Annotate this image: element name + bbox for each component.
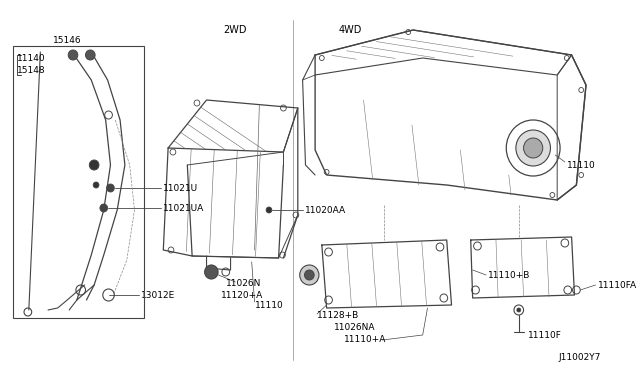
Text: 11128+B: 11128+B [317,311,359,321]
Text: 11021U: 11021U [163,183,198,192]
Text: 11026N: 11026N [226,279,261,289]
Text: 11120+A: 11120+A [221,291,263,299]
Circle shape [90,160,99,170]
Text: 11110+A: 11110+A [344,336,387,344]
Circle shape [517,308,521,312]
Text: 13012E: 13012E [141,291,175,299]
Circle shape [305,270,314,280]
Circle shape [300,265,319,285]
Circle shape [100,204,108,212]
Text: 2WD: 2WD [223,25,247,35]
Text: 11110FA: 11110FA [598,280,637,289]
Text: 15146: 15146 [53,35,81,45]
Text: 4WD: 4WD [339,25,362,35]
Circle shape [205,265,218,279]
Text: 11026NA: 11026NA [334,324,376,333]
Bar [13,46,144,318]
Text: 11140: 11140 [17,54,46,62]
Text: 15148: 15148 [17,65,46,74]
Text: 11021UA: 11021UA [163,203,205,212]
Circle shape [86,50,95,60]
Text: J11002Y7: J11002Y7 [558,353,600,362]
Text: 11110: 11110 [567,160,596,170]
Text: 11110F: 11110F [529,330,563,340]
Circle shape [516,130,550,166]
Text: 11020AA: 11020AA [305,205,346,215]
Circle shape [524,138,543,158]
Text: 11110+B: 11110+B [488,270,531,279]
Circle shape [93,182,99,188]
Text: 11110: 11110 [255,301,284,311]
Circle shape [107,184,115,192]
Circle shape [266,207,272,213]
Circle shape [68,50,78,60]
